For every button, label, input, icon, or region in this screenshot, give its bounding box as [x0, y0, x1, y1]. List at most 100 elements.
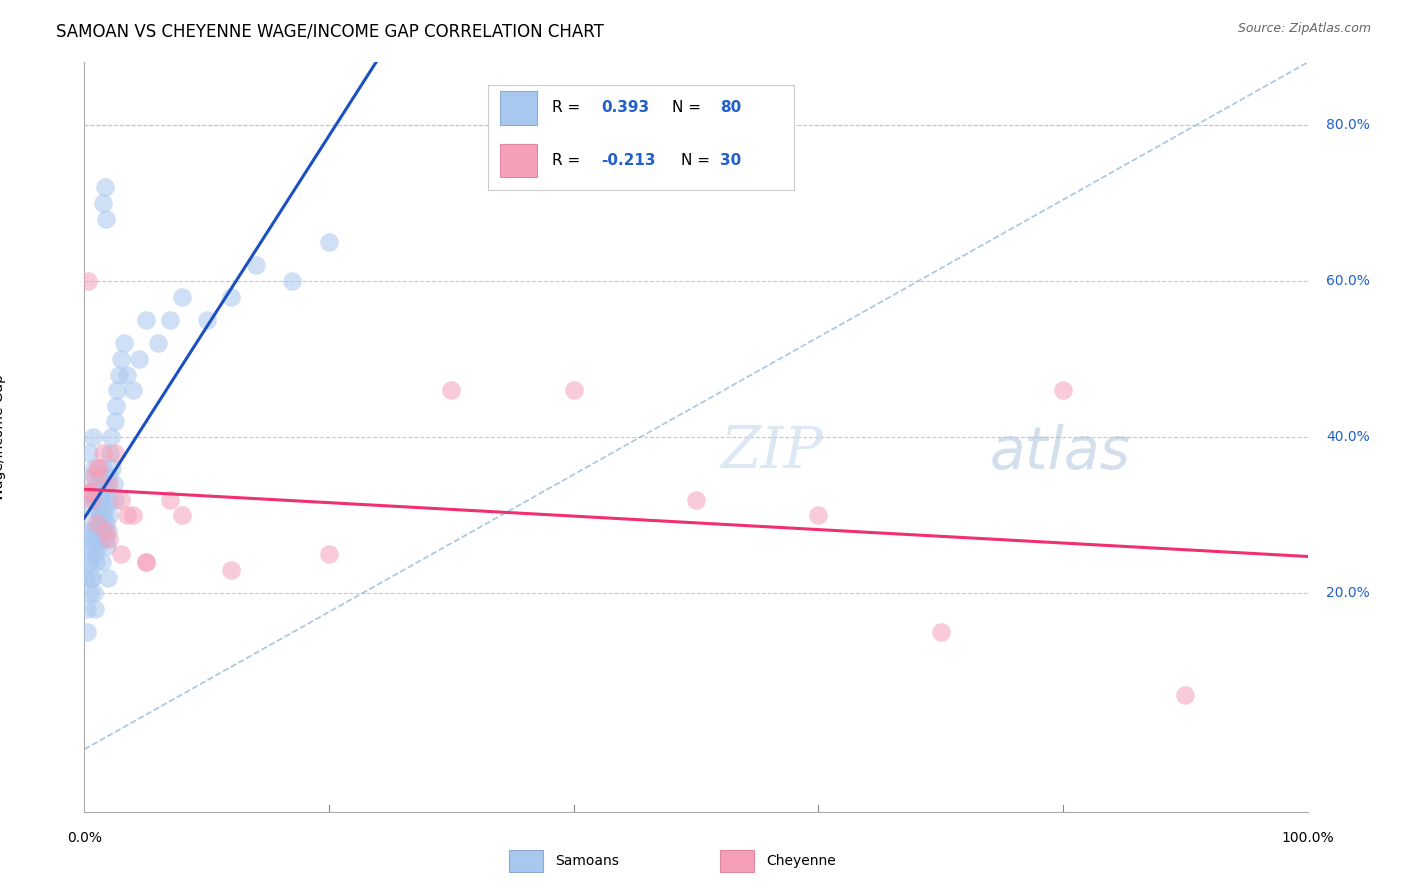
Point	[90, 492, 112, 507]
Point	[75, 524, 97, 538]
Point	[105, 399, 128, 413]
Point	[103, 476, 125, 491]
Point	[110, 547, 132, 561]
Text: 20.0%: 20.0%	[1326, 586, 1369, 600]
Text: N =: N =	[672, 101, 706, 115]
Point	[110, 351, 132, 366]
Point	[115, 508, 138, 523]
Point	[98, 445, 121, 460]
Text: N =: N =	[681, 153, 714, 168]
Point	[87, 461, 110, 475]
Point	[90, 524, 112, 538]
Point	[77, 555, 100, 569]
Point	[75, 571, 97, 585]
Point	[1174, 688, 1197, 702]
Text: 0.0%: 0.0%	[67, 831, 101, 846]
Point	[122, 508, 145, 523]
Point	[77, 555, 100, 569]
Point	[83, 516, 105, 530]
Text: 40.0%: 40.0%	[1326, 430, 1369, 444]
FancyBboxPatch shape	[501, 144, 537, 178]
Point	[93, 508, 115, 523]
Point	[112, 336, 135, 351]
Text: 60.0%: 60.0%	[1326, 274, 1369, 288]
Text: R =: R =	[553, 153, 585, 168]
Point	[91, 196, 114, 211]
Point	[97, 492, 120, 507]
Point	[110, 492, 132, 507]
Text: Samoans: Samoans	[555, 854, 619, 868]
Point	[159, 492, 181, 507]
Point	[219, 289, 242, 303]
Point	[87, 516, 110, 530]
Point	[97, 524, 120, 538]
Point	[146, 336, 169, 351]
Point	[86, 476, 108, 491]
Point	[77, 484, 100, 499]
Point	[219, 563, 242, 577]
Point	[77, 274, 100, 288]
Point	[77, 484, 100, 499]
Point	[80, 571, 103, 585]
Text: 80.0%: 80.0%	[1326, 118, 1369, 132]
Point	[195, 313, 218, 327]
Point	[105, 384, 128, 398]
Point	[76, 602, 98, 616]
Point	[97, 571, 120, 585]
Point	[93, 484, 115, 499]
Point	[86, 532, 108, 546]
Point	[135, 555, 157, 569]
Point	[89, 508, 111, 523]
Point	[172, 508, 194, 523]
Point	[77, 532, 100, 546]
Point	[76, 625, 98, 640]
Point	[172, 289, 194, 303]
Point	[97, 469, 120, 483]
Point	[318, 547, 340, 561]
Point	[94, 211, 117, 226]
Point	[87, 500, 110, 515]
Point	[440, 384, 463, 398]
Point	[80, 539, 103, 553]
Point	[77, 445, 100, 460]
Point	[91, 524, 114, 538]
Point	[104, 414, 127, 429]
Point	[101, 461, 124, 475]
Point	[107, 368, 129, 382]
Point	[86, 516, 108, 530]
Point	[79, 484, 101, 499]
Point	[87, 524, 110, 538]
Point	[115, 368, 138, 382]
Point	[807, 508, 830, 523]
Point	[96, 516, 118, 530]
Point	[97, 508, 120, 523]
Point	[87, 484, 110, 499]
Text: 30: 30	[720, 153, 742, 168]
Point	[318, 235, 340, 249]
Point	[82, 571, 104, 585]
Point	[80, 469, 103, 483]
Point	[83, 602, 105, 616]
Point	[104, 492, 127, 507]
Point	[86, 524, 108, 538]
Point	[83, 461, 105, 475]
Point	[94, 532, 117, 546]
Point	[128, 351, 150, 366]
Point	[89, 508, 111, 523]
Point	[90, 532, 112, 546]
Text: atlas: atlas	[990, 425, 1130, 481]
Point	[245, 259, 267, 273]
Point	[562, 384, 585, 398]
Point	[929, 625, 952, 640]
Text: Wage/Income Gap: Wage/Income Gap	[0, 374, 6, 500]
Point	[83, 586, 105, 600]
Point	[1052, 384, 1074, 398]
Point	[685, 492, 707, 507]
Point	[79, 500, 101, 515]
Text: 0.393: 0.393	[602, 101, 650, 115]
Point	[84, 492, 107, 507]
Point	[79, 539, 101, 553]
Text: Cheyenne: Cheyenne	[766, 854, 837, 868]
Point	[91, 445, 114, 460]
Point	[79, 586, 101, 600]
